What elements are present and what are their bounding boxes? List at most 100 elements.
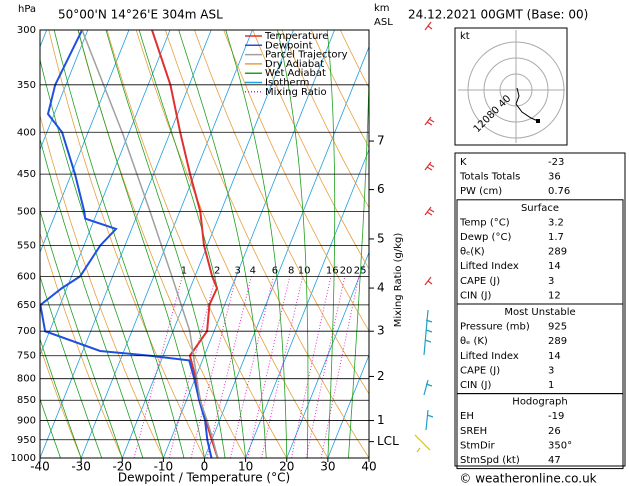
y2-tick-label: 3: [377, 324, 385, 338]
legend-label: Temperature: [264, 31, 328, 42]
legend-label: Mixing Ratio: [265, 87, 327, 98]
section-title: Hodograph: [512, 397, 567, 408]
date: 24.12.2021 00GMT (Base: 00): [408, 8, 588, 22]
y2-tick-label: 2: [377, 369, 385, 383]
isotherm: [80, 30, 253, 458]
y-tick-label: 300: [17, 25, 36, 36]
legend-label: Dewpoint: [265, 40, 313, 51]
wet-adiabat: [40, 337, 82, 458]
table-label: PW (cm): [460, 186, 502, 197]
x-tick-label: 40: [361, 460, 376, 474]
wind-barb: [414, 434, 431, 453]
mixing-ratio-line: [230, 276, 274, 458]
table-value: 289: [548, 336, 567, 347]
isotherm: [327, 354, 369, 458]
hodograph-trace: [515, 87, 539, 122]
y-tick-label: 750: [17, 351, 36, 362]
table-value: -23: [548, 157, 564, 168]
table-value: 12: [548, 290, 561, 301]
wind-barb: [424, 276, 433, 286]
legend-label: Wet Adiabat: [265, 68, 326, 79]
hodograph-unit: kt: [460, 31, 470, 42]
x-tick-label: -20: [112, 460, 132, 474]
wet-adiabat: [348, 58, 369, 458]
hodograph-ring-label: 40: [497, 93, 514, 110]
wet-adiabat: [40, 275, 103, 458]
isotherm: [204, 45, 369, 458]
x-axis-label: Dewpoint / Temperature (°C): [118, 471, 290, 485]
wind-barbs: [414, 21, 435, 453]
y2-unit: km: [374, 3, 390, 14]
legend-label: Dry Adiabat: [265, 59, 324, 70]
table-value: 14: [548, 261, 561, 272]
dry-adiabat: [40, 345, 82, 458]
table-value: 47: [548, 455, 561, 466]
y-tick-label: 800: [17, 374, 36, 385]
wind-barb: [423, 309, 433, 356]
dry-adiabat: [223, 30, 369, 332]
y-tick-label: 900: [17, 416, 36, 427]
table-label: Dewp (°C): [460, 232, 511, 243]
mixing-ratio-label: 2: [214, 265, 220, 276]
dry-adiabat: [281, 30, 369, 209]
y-tick-label: 700: [17, 326, 36, 337]
table-label: Pressure (mb): [460, 322, 530, 333]
table-value: 1.7: [548, 232, 564, 243]
section-title: Surface: [521, 203, 559, 214]
wind-barb: [424, 116, 435, 126]
y2-unit-sub: ASL: [374, 17, 393, 28]
mixing-ratio-label: 20: [340, 265, 353, 276]
y-tick-label: 850: [17, 395, 36, 406]
y-tick-label: 1000: [11, 453, 36, 464]
x-tick-label: 0: [201, 460, 209, 474]
mixing-ratio-label: 4: [250, 265, 256, 276]
table-value: 36: [548, 172, 561, 183]
section-title: Most Unstable: [504, 307, 575, 318]
wind-barb: [423, 379, 433, 396]
copyright: © weatheronline.co.uk: [459, 472, 596, 486]
table-value: 3: [548, 276, 554, 287]
mixing-ratio-line: [320, 276, 360, 458]
hodograph-frame: [454, 27, 568, 146]
isotherm: [40, 30, 89, 151]
table-label: StmDir: [460, 440, 495, 451]
wind-barb: [424, 21, 433, 31]
table-value: -19: [548, 411, 564, 422]
isotherm: [40, 30, 171, 357]
y2-tick-label: LCL: [377, 434, 399, 448]
y-tick-label: 350: [17, 80, 36, 91]
table-label: Lifted Index: [460, 261, 519, 272]
wind-barb: [425, 409, 434, 431]
table-label: CIN (J): [460, 380, 491, 391]
table-value: 925: [548, 322, 567, 333]
y-tick-label: 550: [17, 240, 36, 251]
table-label: StmSpd (kt): [460, 455, 520, 466]
table-value: 26: [548, 426, 561, 437]
x-tick-label: -30: [71, 460, 91, 474]
wet-adiabat: [40, 397, 61, 458]
legend-label: Parcel Trajectory: [265, 50, 348, 61]
table-label: CAPE (J): [460, 365, 500, 376]
dry-adiabat: [252, 30, 369, 270]
x-tick-label: 30: [320, 460, 335, 474]
mixing-ratio-label: 8: [288, 265, 294, 276]
table-label: θₑ (K): [460, 336, 488, 347]
mixing-ratio-line: [133, 276, 183, 458]
y2-tick-label: 4: [377, 281, 385, 295]
y2-axis-label: Mixing Ratio (g/kg): [393, 233, 404, 328]
table-value: 0.76: [548, 186, 570, 197]
mixing-ratio-label: 1: [181, 265, 187, 276]
wind-barb: [424, 206, 435, 216]
y2-tick-label: 1: [377, 413, 385, 427]
legend-label: Isotherm: [265, 78, 309, 89]
table-label: θₑ(K): [460, 247, 485, 258]
y-tick-label: 500: [17, 207, 36, 218]
table-value: 1: [548, 380, 554, 391]
table-value: 14: [548, 351, 561, 362]
isotherm: [0, 30, 6, 458]
x-tick-label: 10: [238, 460, 253, 474]
chart-title: 50°00'N 14°26'E 304m ASL: [58, 8, 223, 22]
x-tick-label: -40: [30, 460, 50, 474]
table-label: SREH: [460, 426, 487, 437]
